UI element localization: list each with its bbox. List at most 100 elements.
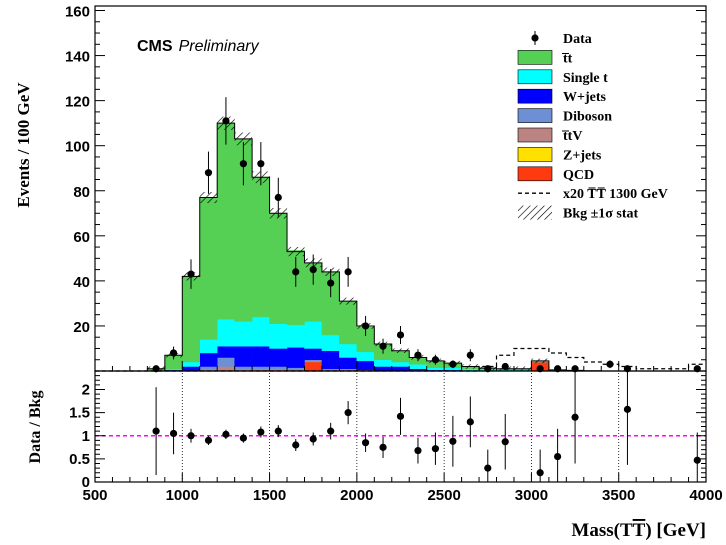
x-tick-label: 1500 bbox=[253, 487, 286, 504]
cms-label: CMS Preliminary bbox=[137, 38, 260, 55]
stack-bar-3-6 bbox=[199, 366, 218, 369]
stacked-histogram bbox=[95, 122, 706, 372]
stack-bar-6-6 bbox=[199, 197, 218, 340]
ratio-point-12 bbox=[361, 439, 370, 447]
stack-bar-3-8 bbox=[234, 366, 253, 369]
stack-bar-6-5 bbox=[182, 276, 200, 363]
ratio-point-13 bbox=[379, 443, 387, 451]
hatch-bin-17 bbox=[391, 348, 410, 353]
y-tick-label: 60 bbox=[73, 229, 90, 246]
x-tick-label: 2000 bbox=[340, 487, 373, 504]
ratio-plot-panel: 0 0.5 1 1.5 2 500 1000 1500 2000 2500 3000 3500 400… bbox=[69, 370, 723, 504]
data-point-5 bbox=[239, 160, 247, 168]
y-tick-label: 80 bbox=[73, 184, 90, 201]
stack-bar-0-12 bbox=[304, 361, 323, 372]
data-point-10 bbox=[327, 279, 335, 287]
data-point-15 bbox=[414, 351, 422, 359]
ratio-point-8 bbox=[292, 441, 300, 449]
legend-swatch-1 bbox=[517, 50, 553, 65]
x-tick-label: 1000 bbox=[166, 487, 199, 504]
stack-bar-5-8 bbox=[234, 321, 253, 347]
stack-bar-4-14 bbox=[339, 357, 358, 369]
data-point-6 bbox=[257, 160, 265, 168]
stack-bar-6-14 bbox=[339, 300, 358, 345]
stack-bar-4-15 bbox=[356, 360, 375, 371]
stack-bar-5-15 bbox=[356, 351, 375, 362]
x-tick-label: 3500 bbox=[602, 487, 635, 504]
ratio-point-14 bbox=[396, 412, 405, 420]
stack-bar-5-19 bbox=[426, 367, 445, 371]
ratio-point-24 bbox=[623, 405, 632, 413]
stack-bar-5-16 bbox=[374, 359, 393, 367]
main-x-ticks bbox=[94, 361, 707, 371]
ratio-point-23 bbox=[571, 413, 579, 421]
ratio-point-6 bbox=[257, 428, 265, 436]
legend-label-6: Z+jets bbox=[563, 148, 602, 163]
hatch-bin-6 bbox=[199, 191, 218, 204]
ratio-point-10 bbox=[327, 427, 335, 435]
legend-swatch-6 bbox=[517, 147, 553, 162]
ratio-point-0 bbox=[152, 427, 160, 435]
data-point-1 bbox=[169, 349, 178, 357]
y-tick-label: 160 bbox=[65, 4, 90, 21]
ratio-point-18 bbox=[466, 418, 474, 426]
stack-bar-3-11 bbox=[286, 367, 305, 371]
hatch-bin-24 bbox=[513, 366, 532, 371]
x-tick-label: 500 bbox=[82, 487, 107, 504]
stack-bar-5-10 bbox=[269, 323, 288, 349]
ratio-point-5 bbox=[239, 434, 247, 442]
hatch-bin-25 bbox=[531, 358, 549, 364]
stack-bar-4-17 bbox=[391, 366, 410, 372]
ratio-point-2 bbox=[187, 432, 195, 440]
legend-swatch-2 bbox=[517, 69, 553, 85]
legend-label-7: QCD bbox=[563, 168, 594, 183]
ratio-point-9 bbox=[309, 435, 317, 443]
legend-label-5: t̅tV bbox=[562, 129, 583, 144]
ratio-y-tick-label: 1.5 bbox=[69, 405, 90, 422]
data-point-11 bbox=[344, 268, 352, 276]
stack-bar-4-10 bbox=[269, 348, 288, 367]
ratio-point-21 bbox=[536, 469, 544, 477]
ratio-point-17 bbox=[449, 437, 457, 445]
ratio-y-tick-label: 1 bbox=[82, 428, 90, 445]
data-point-8 bbox=[292, 268, 300, 276]
x-tick-label: 3000 bbox=[515, 487, 548, 504]
stack-bar-4-11 bbox=[286, 347, 305, 368]
legend-swatch-4 bbox=[517, 108, 553, 123]
data-point-14 bbox=[396, 331, 405, 339]
data-point-2 bbox=[187, 270, 195, 278]
ratio-points bbox=[152, 371, 701, 482]
stack-bar-5-6 bbox=[199, 339, 218, 354]
x-tick-label: 4000 bbox=[689, 487, 722, 504]
hatch-bin-21 bbox=[461, 364, 480, 369]
stack-bar-5-14 bbox=[339, 343, 358, 358]
stack-bar-5-7 bbox=[216, 318, 235, 347]
y-tick-label: 100 bbox=[65, 139, 90, 156]
ratio-point-20 bbox=[501, 438, 509, 446]
x-tick-label: 2500 bbox=[427, 487, 460, 504]
ratio-point-7 bbox=[274, 427, 282, 435]
stack-bar-5-12 bbox=[304, 321, 323, 349]
stack-bar-5-11 bbox=[286, 324, 305, 348]
ratio-y-axis: 0 0.5 1 1.5 2 bbox=[69, 375, 706, 491]
data-point-18 bbox=[466, 351, 474, 359]
stack-bar-6-10 bbox=[269, 213, 288, 324]
stack-bar-4-13 bbox=[321, 350, 340, 369]
ratio-y-tick-label: 0.5 bbox=[69, 451, 90, 468]
data-point-16 bbox=[431, 356, 440, 364]
data-point-9 bbox=[309, 266, 317, 274]
legend-label-3: W+jets bbox=[563, 90, 607, 105]
data-point-4 bbox=[222, 117, 230, 125]
data-point-13 bbox=[379, 342, 387, 350]
ratio-point-25 bbox=[693, 456, 701, 464]
x-axis-ticks: 500 1000 1500 2000 2500 3000 3500 4000 bbox=[82, 473, 723, 504]
legend-swatch-5 bbox=[517, 127, 553, 143]
data-point-7 bbox=[274, 193, 282, 202]
stack-bar-5-9 bbox=[251, 316, 270, 347]
stack-bar-5-17 bbox=[391, 361, 410, 367]
legend-label-4: Diboson bbox=[563, 110, 612, 125]
stack-bar-4-7 bbox=[216, 345, 235, 358]
data-point-20 bbox=[501, 362, 509, 371]
legend-label-0: Data bbox=[563, 32, 592, 47]
data-point-24 bbox=[606, 360, 614, 368]
